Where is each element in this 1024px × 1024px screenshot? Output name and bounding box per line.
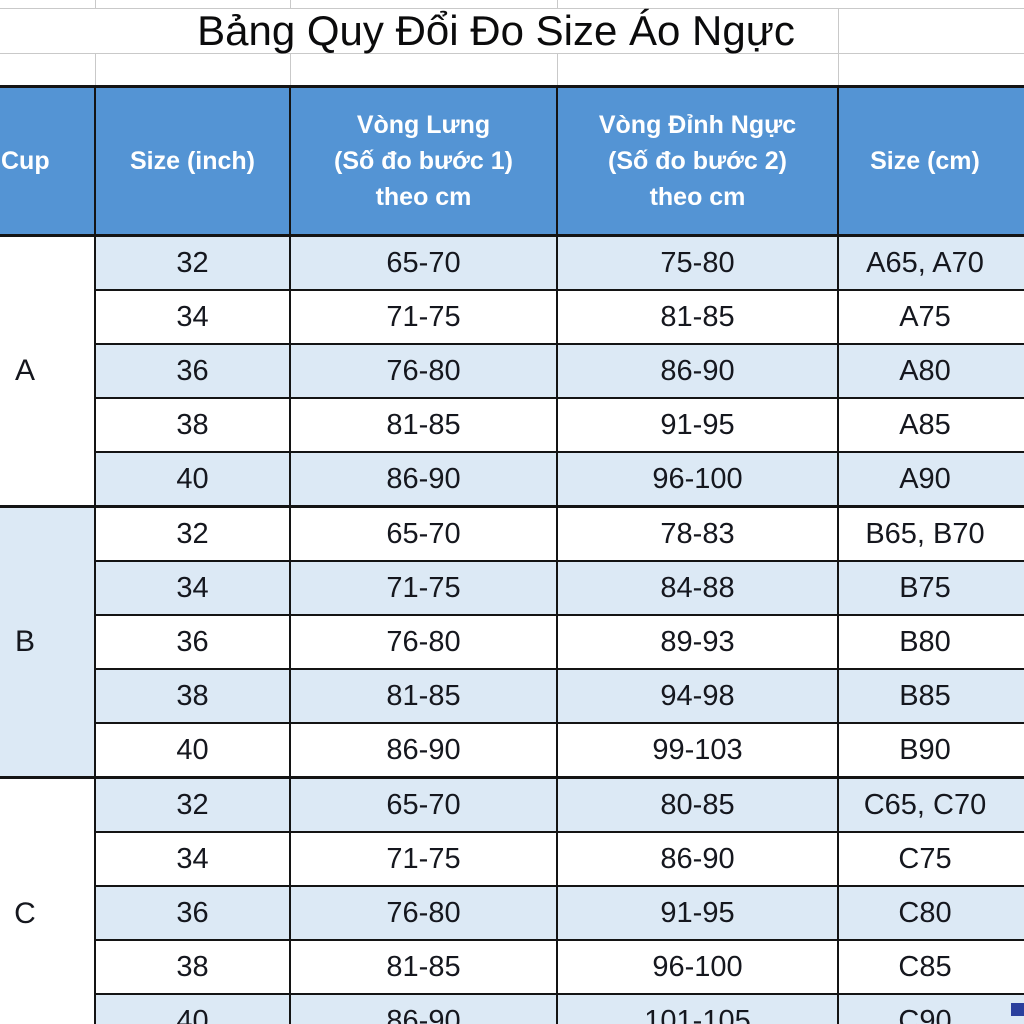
cell[interactable]: A65, A70 [837,234,1024,291]
cell[interactable]: 81-85 [289,668,558,724]
gridline [0,53,1024,54]
gridline [95,0,96,8]
cell[interactable]: 99-103 [556,722,839,779]
col-header-cup[interactable]: Cup [0,85,96,237]
table-row: 34 71-75 81-85 A75 [0,289,1024,345]
cell[interactable]: 96-100 [556,939,839,995]
cell[interactable]: 86-90 [556,831,839,887]
table-row: 40 86-90 99-103 B90 [0,722,1024,779]
cell[interactable]: 71-75 [289,289,558,345]
gridline [95,53,96,85]
cell[interactable]: 36 [94,343,291,399]
table-row: 38 81-85 91-95 A85 [0,397,1024,453]
cell[interactable]: 91-95 [556,885,839,941]
cell[interactable]: 32 [94,505,291,562]
table-row: 38 81-85 96-100 C85 [0,939,1024,995]
cell[interactable]: 81-85 [289,939,558,995]
table-row: 40 86-90 101-105 C90 [0,993,1024,1024]
page-title[interactable]: Bảng Quy Đổi Đo Size Áo Ngực [197,7,795,54]
cell[interactable]: 76-80 [289,614,558,670]
table-row: 36 76-80 86-90 A80 [0,343,1024,399]
cell[interactable]: 65-70 [289,234,558,291]
cell[interactable]: 86-90 [289,451,558,508]
cell[interactable]: 91-95 [556,397,839,453]
cell[interactable]: 65-70 [289,505,558,562]
cell[interactable]: 38 [94,668,291,724]
gridline [557,53,558,85]
cell[interactable]: 34 [94,560,291,616]
cell[interactable]: 34 [94,831,291,887]
table-row: 36 76-80 89-93 B80 [0,614,1024,670]
table-row: 34 71-75 84-88 B75 [0,560,1024,616]
cell[interactable]: 78-83 [556,505,839,562]
cell[interactable]: 75-80 [556,234,839,291]
cell[interactable]: 36 [94,885,291,941]
cell[interactable]: B85 [837,668,1024,724]
cell[interactable]: 40 [94,722,291,779]
size-conversion-table: Cup Size (inch) Vòng Lưng (Số đo bước 1)… [0,85,1024,1024]
cell[interactable]: C90 [837,993,1024,1024]
gridline [557,0,558,8]
table-row: 34 71-75 86-90 C75 [0,831,1024,887]
table-row: C 32 65-70 80-85 C65, C70 [0,776,1024,1024]
cell[interactable]: 36 [94,614,291,670]
selection-fill-handle[interactable] [1011,1003,1024,1016]
cell[interactable]: 76-80 [289,343,558,399]
cell[interactable]: 32 [94,234,291,291]
cell[interactable]: A80 [837,343,1024,399]
cell[interactable]: 81-85 [289,397,558,453]
cell[interactable]: 101-105 [556,993,839,1024]
col-header-vong-dinh-nguc[interactable]: Vòng Đỉnh Ngực (Số đo bước 2) theo cm [556,85,839,237]
gridline [290,53,291,85]
col-header-vong-lung[interactable]: Vòng Lưng (Số đo bước 1) theo cm [289,85,558,237]
cell[interactable]: A85 [837,397,1024,453]
cell[interactable]: 65-70 [289,776,558,833]
cup-cell-b[interactable]: B [0,505,96,779]
cell[interactable]: 38 [94,939,291,995]
cell[interactable]: 38 [94,397,291,453]
cell[interactable]: 94-98 [556,668,839,724]
cell[interactable]: 89-93 [556,614,839,670]
cell[interactable]: C75 [837,831,1024,887]
cup-cell-c[interactable]: C [0,776,96,1024]
cell[interactable]: 40 [94,993,291,1024]
table-row: 38 81-85 94-98 B85 [0,668,1024,724]
cell[interactable]: B80 [837,614,1024,670]
header-row: Cup Size (inch) Vòng Lưng (Số đo bước 1)… [0,85,1024,237]
cell[interactable]: C65, C70 [837,776,1024,833]
gridline [0,8,1024,9]
cell[interactable]: A75 [837,289,1024,345]
col-header-size-cm[interactable]: Size (cm) [837,85,1024,237]
cell[interactable]: 71-75 [289,831,558,887]
cell[interactable]: 80-85 [556,776,839,833]
cell[interactable]: 96-100 [556,451,839,508]
cup-cell-a[interactable]: A [0,234,96,508]
cell[interactable]: 86-90 [289,993,558,1024]
cell[interactable]: 76-80 [289,885,558,941]
cell[interactable]: 34 [94,289,291,345]
cell[interactable]: 86-90 [289,722,558,779]
col-header-size-inch[interactable]: Size (inch) [94,85,291,237]
cell[interactable]: 84-88 [556,560,839,616]
table-row: 40 86-90 96-100 A90 [0,451,1024,508]
gridline [838,8,839,85]
cell[interactable]: 81-85 [556,289,839,345]
cell[interactable]: C85 [837,939,1024,995]
table-row: A 32 65-70 75-80 A65, A70 [0,234,1024,508]
cell[interactable]: B65, B70 [837,505,1024,562]
cell[interactable]: 71-75 [289,560,558,616]
gridline [290,0,291,8]
cell[interactable]: 86-90 [556,343,839,399]
cell[interactable]: A90 [837,451,1024,508]
cell[interactable]: B75 [837,560,1024,616]
cell[interactable]: 32 [94,776,291,833]
cell[interactable]: 40 [94,451,291,508]
table-row: B 32 65-70 78-83 B65, B70 [0,505,1024,779]
table-row: 36 76-80 91-95 C80 [0,885,1024,941]
cell[interactable]: B90 [837,722,1024,779]
cell[interactable]: C80 [837,885,1024,941]
